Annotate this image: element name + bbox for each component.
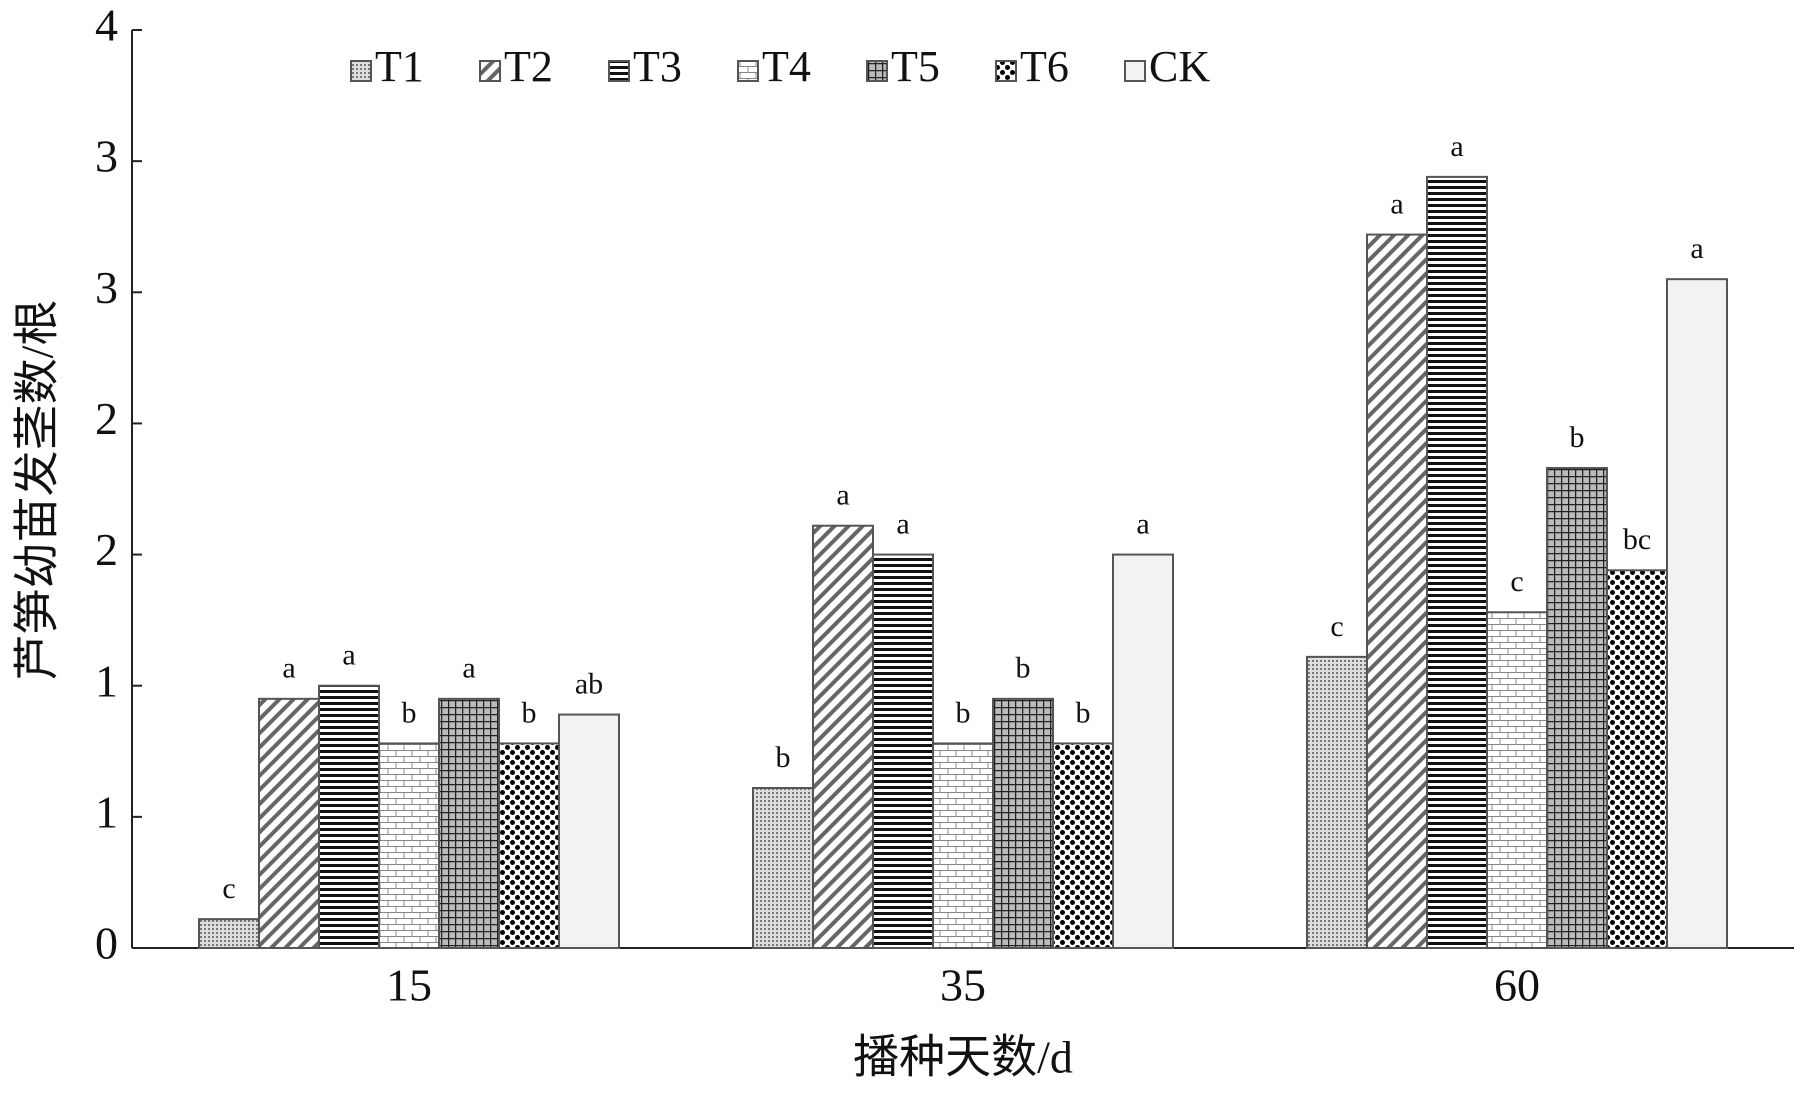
x-tick-label: 35 — [940, 960, 986, 1011]
significance-label: b — [522, 696, 537, 729]
significance-label: a — [342, 639, 355, 672]
significance-label: c — [222, 872, 235, 905]
bar — [558, 713, 620, 950]
y-tick-label: 2 — [95, 524, 118, 575]
significance-label: b — [1076, 696, 1091, 729]
bar — [812, 524, 874, 949]
significance-label: b — [1016, 652, 1031, 685]
bar — [1666, 278, 1728, 949]
significance-label: a — [896, 507, 909, 540]
y-tick-label: 4 — [95, 0, 118, 51]
significance-label: a — [1390, 187, 1403, 220]
legend-label: T1 — [375, 42, 424, 91]
legend-label: T2 — [504, 42, 553, 91]
legend-swatch — [479, 60, 501, 82]
x-axis-title: 播种天数/d — [853, 1032, 1073, 1083]
bar — [1052, 742, 1114, 949]
significance-label: a — [1450, 130, 1463, 163]
y-axis-title: 芦笋幼苗发茎数/根 — [12, 300, 63, 681]
bar — [752, 787, 814, 950]
bar — [318, 684, 380, 949]
x-tick-label: 15 — [386, 960, 432, 1011]
legend-label: T6 — [1020, 42, 1069, 91]
legend-label: T5 — [891, 42, 940, 91]
significance-label: a — [462, 652, 475, 685]
y-tick-label: 1 — [95, 655, 118, 706]
significance-label: ab — [575, 667, 603, 700]
legend-swatch — [866, 60, 888, 82]
bar — [992, 697, 1054, 949]
x-tick-label: 60 — [1494, 960, 1540, 1011]
legend-swatch — [1124, 60, 1146, 82]
bar — [258, 697, 320, 949]
legend-swatch — [995, 60, 1017, 82]
y-tick-label: 0 — [95, 918, 118, 969]
bar — [498, 742, 560, 949]
legend-label: T3 — [633, 42, 682, 91]
significance-label: a — [1690, 232, 1703, 265]
bar — [1606, 569, 1668, 950]
y-tick-label: 1 — [95, 786, 118, 837]
legend-swatch — [350, 60, 372, 82]
significance-label: a — [836, 479, 849, 512]
significance-label: b — [956, 696, 971, 729]
legend-label: CK — [1149, 42, 1210, 91]
significance-label: c — [1510, 565, 1523, 598]
bar — [438, 697, 500, 949]
bar — [1546, 467, 1608, 949]
legend-swatch — [608, 60, 630, 82]
bar — [1112, 553, 1174, 949]
bar — [1306, 655, 1368, 949]
bar — [378, 742, 440, 949]
significance-label: c — [1330, 610, 1343, 643]
bar — [872, 553, 934, 949]
legend-label: T4 — [762, 42, 811, 91]
significance-label: b — [776, 741, 791, 774]
y-tick-label: 3 — [95, 131, 118, 182]
significance-label: a — [1136, 507, 1149, 540]
bar — [1426, 175, 1488, 949]
significance-label: b — [402, 696, 417, 729]
y-tick-label: 2 — [95, 393, 118, 444]
y-tick-label: 3 — [95, 262, 118, 313]
bar — [1366, 233, 1428, 949]
bar — [198, 918, 260, 949]
bar — [932, 742, 994, 949]
significance-label: a — [282, 652, 295, 685]
bar — [1486, 611, 1548, 949]
legend-swatch — [737, 60, 759, 82]
significance-label: bc — [1623, 523, 1651, 556]
significance-label: b — [1570, 421, 1585, 454]
